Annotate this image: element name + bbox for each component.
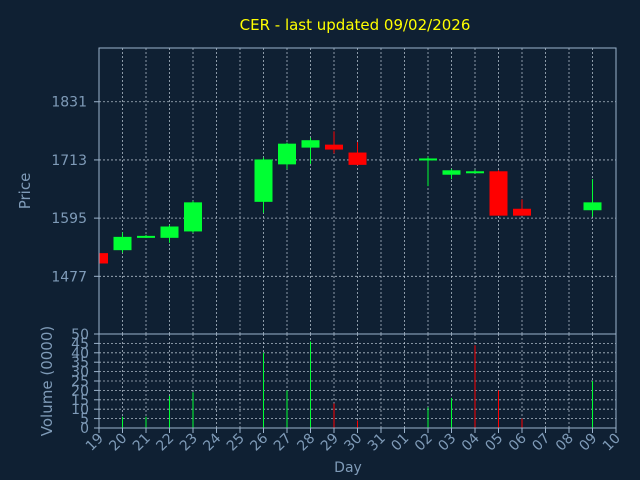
day-tick-label: 08 <box>553 431 577 455</box>
volume-tick-label: 5 <box>80 412 89 428</box>
day-tick-label: 21 <box>130 431 154 455</box>
candle <box>278 142 296 170</box>
day-tick-label: 10 <box>600 431 624 455</box>
price-tick-label: 1831 <box>51 95 87 111</box>
candle <box>254 157 273 213</box>
candle-body <box>160 226 179 238</box>
volume-tick-label: 10 <box>71 402 89 418</box>
volume-tick-label: 40 <box>71 346 89 362</box>
price-grid <box>98 48 617 334</box>
price-panel-frame <box>98 47 617 335</box>
volume-tick-label: 45 <box>71 336 89 352</box>
day-tick-label: 27 <box>271 431 295 455</box>
chart-title: CER - last updated 09/02/2026 <box>240 16 471 34</box>
volume-tick-label: 15 <box>71 393 89 409</box>
day-tick-label: 02 <box>412 431 436 455</box>
day-tick-label: 03 <box>435 431 459 455</box>
day-tick-label: 25 <box>224 431 248 455</box>
volume-tick-label: 50 <box>71 327 89 343</box>
candle <box>513 199 531 216</box>
candle-body <box>442 170 461 175</box>
candle-body <box>583 202 602 211</box>
price-y-axis: 1477 1595 1713 1831 <box>51 95 99 285</box>
candle <box>348 142 367 166</box>
day-tick-label: 04 <box>459 430 483 454</box>
candle-body <box>278 143 296 165</box>
day-tick-label: 31 <box>365 431 389 455</box>
day-tick-label: 30 <box>341 431 365 455</box>
volume-tick-label: 30 <box>71 365 89 381</box>
candle-body <box>184 202 202 232</box>
candle <box>419 156 437 187</box>
day-tick-label: 26 <box>247 430 271 454</box>
candle <box>325 131 343 154</box>
day-x-axis: 19 20 21 22 23 24 25 26 27 28 29 30 31 01 02 03 04 05 06 07… <box>83 428 624 454</box>
day-tick-label: 09 <box>576 431 600 455</box>
candlesticks <box>98 131 602 264</box>
candle-body <box>513 208 531 216</box>
candle <box>184 200 202 233</box>
day-tick-label: 05 <box>482 431 506 455</box>
candle-body <box>137 235 155 238</box>
candle <box>301 137 320 164</box>
day-tick-label: 06 <box>506 430 530 454</box>
x-axis-label: Day <box>334 460 362 476</box>
price-tick-label: 1713 <box>51 153 87 169</box>
candle-body <box>99 253 108 264</box>
price-tick-label: 1477 <box>51 269 87 285</box>
candle <box>160 225 179 243</box>
candle-body <box>113 236 132 251</box>
candle <box>442 168 461 180</box>
day-tick-label: 20 <box>106 431 130 455</box>
price-tick-label: 1595 <box>51 211 87 227</box>
volume-tick-label: 35 <box>71 355 89 371</box>
volume-panel-frame <box>98 333 617 429</box>
candle-body <box>419 158 437 161</box>
candle-body <box>254 159 273 202</box>
day-tick-label: 07 <box>529 431 553 455</box>
price-axis-label: Price <box>16 173 34 210</box>
candle-body <box>301 140 320 148</box>
volume-tick-label: 20 <box>71 383 89 399</box>
candle-body <box>489 171 508 216</box>
candle <box>137 234 155 238</box>
candle-body <box>466 171 484 174</box>
candle <box>98 251 108 264</box>
day-tick-label: 22 <box>153 431 177 455</box>
candle-body <box>348 152 367 165</box>
day-tick-label: 29 <box>318 431 342 455</box>
candle <box>489 170 508 216</box>
volume-axis-label: Volume (0000) <box>38 326 56 436</box>
day-tick-label: 24 <box>200 430 224 454</box>
candle <box>113 232 132 253</box>
candle-body <box>325 144 343 150</box>
day-tick-label: 28 <box>294 431 318 455</box>
candle <box>583 179 602 217</box>
volume-tick-label: 25 <box>71 374 89 390</box>
volume-bars <box>122 341 593 428</box>
volume-tick-label: 0 <box>80 421 89 437</box>
day-tick-label: 23 <box>177 431 201 455</box>
volume-grid <box>98 333 617 429</box>
day-tick-label: 01 <box>388 431 412 455</box>
candle <box>466 169 484 174</box>
